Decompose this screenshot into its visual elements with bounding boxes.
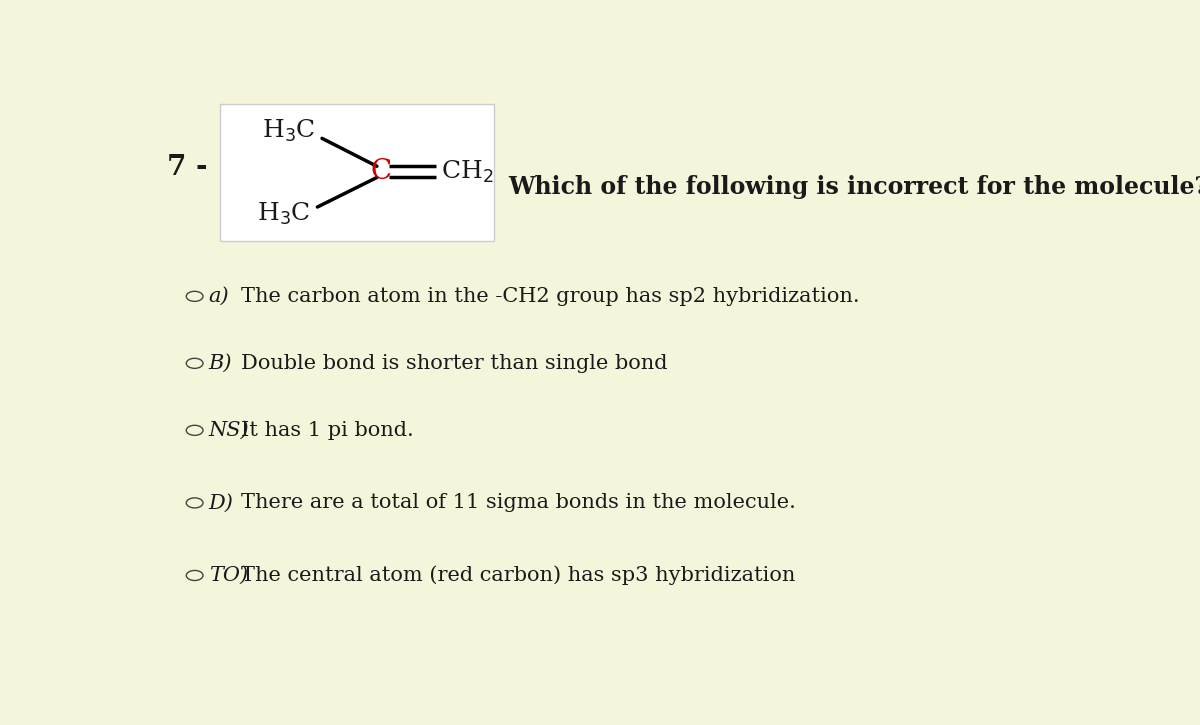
Text: H$_3$C: H$_3$C [262, 117, 316, 144]
Text: The central atom (red carbon) has sp3 hybridization: The central atom (red carbon) has sp3 hy… [241, 566, 796, 585]
Text: It has 1 pi bond.: It has 1 pi bond. [241, 420, 414, 440]
Text: B): B) [209, 354, 232, 373]
Text: 7 -: 7 - [167, 154, 208, 181]
Text: H$_3$C: H$_3$C [257, 201, 311, 227]
FancyBboxPatch shape [220, 104, 494, 241]
Text: Which of the following is incorrect for the molecule?: Which of the following is incorrect for … [508, 175, 1200, 199]
Text: a): a) [209, 287, 229, 306]
Text: TO): TO) [209, 566, 247, 585]
Text: C: C [370, 158, 391, 186]
Text: There are a total of 11 sigma bonds in the molecule.: There are a total of 11 sigma bonds in t… [241, 494, 796, 513]
Text: CH$_2$: CH$_2$ [442, 159, 493, 185]
Text: The carbon atom in the -CH2 group has sp2 hybridization.: The carbon atom in the -CH2 group has sp… [241, 287, 859, 306]
Text: Double bond is shorter than single bond: Double bond is shorter than single bond [241, 354, 667, 373]
Text: D): D) [209, 494, 234, 513]
Text: NS): NS) [209, 420, 250, 440]
